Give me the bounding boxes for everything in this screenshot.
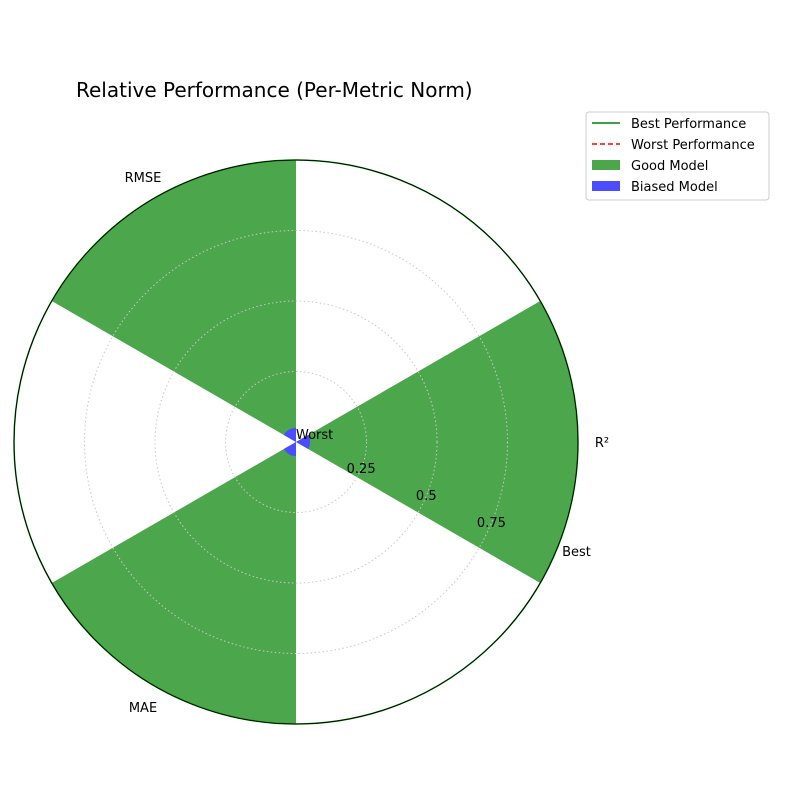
legend-box [585,111,770,201]
radial-tick-label: 0.25 [347,462,376,477]
bar-good-model-1 [51,160,296,442]
grid-circle-2 [84,230,508,654]
bar-biased-model-2 [283,442,296,457]
chart-title: Relative Performance (Per-Metric Norm) [76,78,473,102]
category-label: MAE [129,701,157,716]
legend: Best Performance Worst Performance Good Mo… [585,111,770,201]
legend-label: Best Performance [631,117,746,132]
center-label: Worst [296,428,333,443]
radial-grid: 0.25 0.5 0.75 [84,230,508,654]
radial-tick-label: 0.75 [477,516,506,531]
bar-biased-model-0 [296,434,311,450]
bar-biased-model-1 [283,427,296,442]
outer-label: Best [562,545,591,560]
grid-circle-1 [154,300,438,584]
category-label: RMSE [125,171,162,186]
legend-label: Worst Performance [631,138,755,153]
reference-lines [13,159,579,725]
polar-frame [13,159,579,725]
legend-swatch [592,160,620,170]
legend-label: Biased Model [631,180,718,195]
category-label: R² [595,436,609,451]
grid-circle-0 [225,371,367,513]
legend-label: Good Model [631,159,708,174]
radial-tick-label: 0.5 [416,489,437,504]
legend-swatch [592,181,620,191]
bar-good-model-2 [51,442,296,724]
axis-labels: R² RMSE MAE Worst Best [125,171,609,716]
